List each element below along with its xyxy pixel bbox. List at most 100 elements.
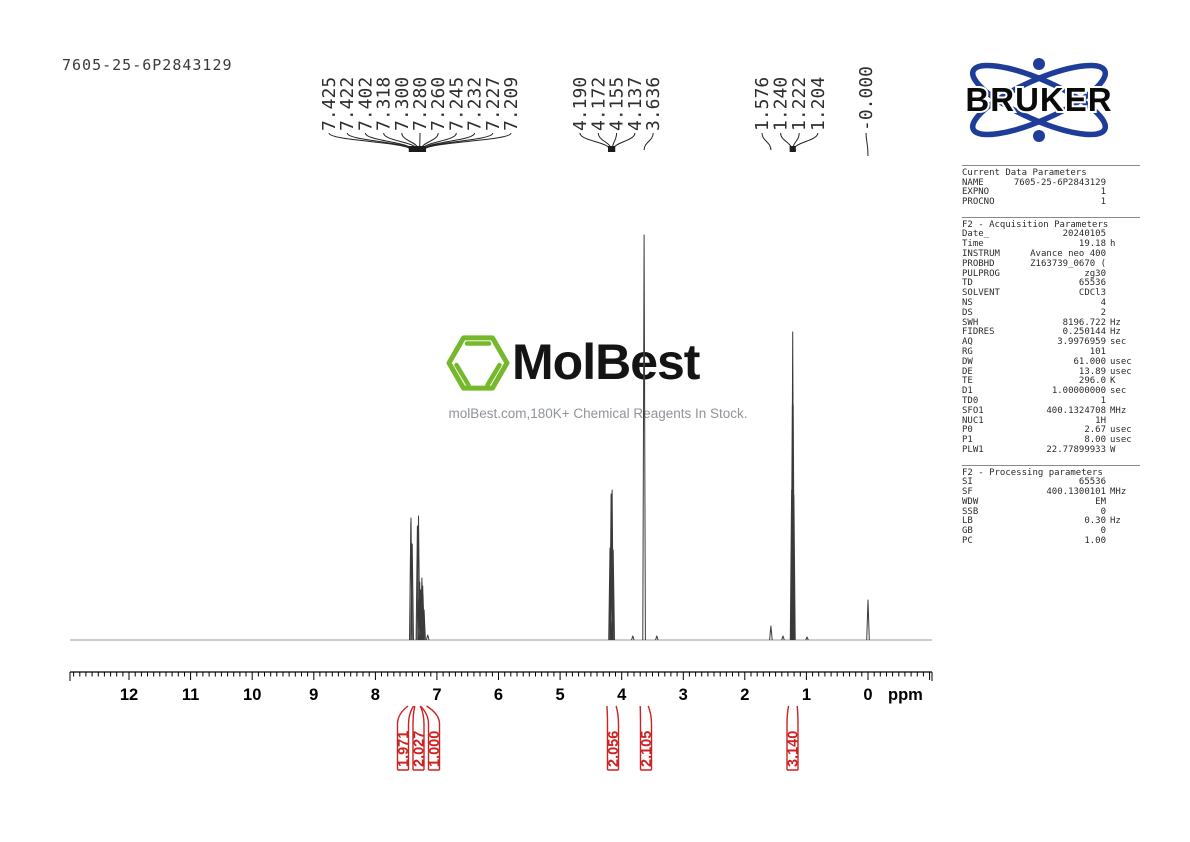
param-value: 1.00 — [1084, 536, 1106, 546]
param-row: SSB 0 — [962, 506, 1140, 518]
param-unit: h — [1110, 239, 1116, 250]
peak-ppm-label: 4.190 — [570, 77, 591, 131]
peak-ppm-label: 7.260 — [428, 77, 449, 131]
integral-value: 3.140 — [785, 731, 801, 767]
param-value: 8196.722 — [1062, 317, 1106, 328]
param-row: FIDRES 0.250144 Hz — [962, 328, 1140, 338]
peak-label-connector — [422, 132, 476, 151]
peak-label-connector — [401, 132, 419, 151]
peak-ppm-label: 7.318 — [374, 77, 395, 131]
param-unit: MHz — [1110, 487, 1127, 498]
peak-label-connector — [611, 132, 618, 151]
param-value: 0.250144 — [1062, 327, 1106, 338]
param-label: PC — [962, 536, 973, 546]
param-label: NAME — [962, 177, 984, 188]
param-row: P0 2.67 usec — [962, 426, 1140, 436]
param-row: SFO1 400.1324708 MHz — [962, 405, 1140, 417]
integral-value: 1.000 — [427, 731, 443, 767]
param-label: TE — [962, 376, 973, 387]
peak-ppm-label: 1.222 — [789, 77, 810, 131]
integral-bracket — [396, 705, 415, 771]
param-label: SSB — [962, 506, 979, 517]
param-value: 0.30 — [1084, 516, 1106, 527]
param-label: SOLVENT — [962, 288, 1000, 299]
param-label: PROBHD — [962, 258, 995, 269]
peak-ppm-label: 7.280 — [410, 77, 431, 131]
molbest-brand-text: MolBest — [512, 334, 700, 390]
param-value: 0 — [1100, 506, 1106, 517]
param-unit: Hz — [1110, 327, 1121, 338]
param-label: DW — [962, 356, 973, 367]
param-value: 2 — [1100, 307, 1106, 318]
parameters-panel: Current Data Parameters NAME 7605-25-6P284… — [962, 165, 1140, 556]
param-value: 1H — [1095, 415, 1106, 426]
param-value: 0 — [1100, 526, 1106, 537]
param-row: D1 1.00000000 sec — [962, 386, 1140, 397]
peak-label-connector — [612, 132, 636, 151]
param-row: PC 1.00 — [962, 536, 1140, 547]
bruker-atom-icon: BRUKER — [963, 58, 1114, 142]
axis-tick-label: 1 — [802, 686, 811, 704]
param-value: 1.00000000 — [1051, 386, 1106, 397]
param-row: AQ 3.9976959 sec — [962, 337, 1140, 348]
param-unit — [1106, 270, 1140, 280]
integral-bracket — [639, 705, 653, 771]
param-label: PROCNO — [962, 197, 995, 208]
param-section: F2 - Acquisition Parameters Date_ 20240105… — [962, 216, 1140, 456]
param-label: RG — [962, 346, 973, 357]
param-row: EXPNO 1 — [962, 187, 1140, 198]
param-value: CDCl3 — [1078, 288, 1106, 299]
param-row: INSTRUM Avance neo 400 — [962, 249, 1140, 260]
param-label: D1 — [962, 386, 973, 397]
param-value: 13.89 — [1078, 366, 1106, 377]
param-row: LB 0.30 Hz — [962, 517, 1140, 527]
integral-bracket — [419, 705, 441, 771]
spectrum-peaks — [409, 234, 870, 641]
param-section-header: F2 - Acquisition Parameters — [962, 219, 1109, 230]
param-unit: Hz — [1110, 516, 1121, 527]
peak-label-connector — [792, 132, 800, 151]
param-row: DS 2 — [962, 307, 1140, 319]
param-value: 3.9976959 — [1057, 337, 1106, 348]
param-value: Z163739_0670 ( — [1030, 258, 1106, 269]
param-row: NS 4 — [962, 298, 1140, 309]
param-unit — [1106, 179, 1140, 189]
param-value: 65536 — [1078, 278, 1106, 289]
param-label: SI — [962, 477, 973, 488]
param-label: FIDRES — [962, 327, 995, 338]
param-label: SWH — [962, 317, 979, 328]
integral-value: 2.056 — [606, 731, 622, 767]
axis-tick-label: 3 — [679, 686, 688, 704]
param-value: 2.67 — [1084, 425, 1106, 436]
molbest-tagline: molBest.com,180K+ Chemical Reagents In S… — [448, 406, 748, 421]
param-unit: usec — [1110, 356, 1132, 367]
axis-tick-label: 9 — [309, 686, 318, 704]
param-unit — [1106, 299, 1140, 309]
peak-label-connector — [346, 132, 412, 151]
param-row: SI 65536 — [962, 477, 1140, 488]
param-unit: MHz — [1110, 405, 1127, 416]
peak-label-connector — [579, 132, 611, 151]
param-unit: K — [1110, 376, 1116, 387]
axis-tick-label: 10 — [243, 686, 261, 704]
param-row: Date_ 20240105 — [962, 230, 1140, 240]
param-unit: sec — [1110, 337, 1127, 348]
param-label: PULPROG — [962, 268, 1000, 279]
param-value: 400.1324708 — [1046, 405, 1106, 416]
peak-ppm-label: 7.209 — [501, 77, 522, 131]
param-unit — [1106, 289, 1140, 299]
param-label: SFO1 — [962, 405, 984, 416]
peak-ppm-label: 4.137 — [625, 77, 646, 131]
param-unit — [1106, 498, 1140, 508]
param-value: 8.00 — [1084, 435, 1106, 446]
peak-label-connector — [328, 132, 412, 151]
param-label: P0 — [962, 425, 973, 436]
axis-tick-label: 7 — [432, 686, 441, 704]
param-label: GB — [962, 526, 973, 537]
molbest-watermark: MolBest molBest.com,180K+ Chemical Reage… — [446, 330, 750, 421]
param-label: TD0 — [962, 395, 979, 406]
param-label: EXPNO — [962, 187, 990, 198]
axis-ticks — [69, 672, 933, 681]
param-value: EM — [1095, 496, 1106, 507]
integral-bracket — [786, 705, 799, 771]
